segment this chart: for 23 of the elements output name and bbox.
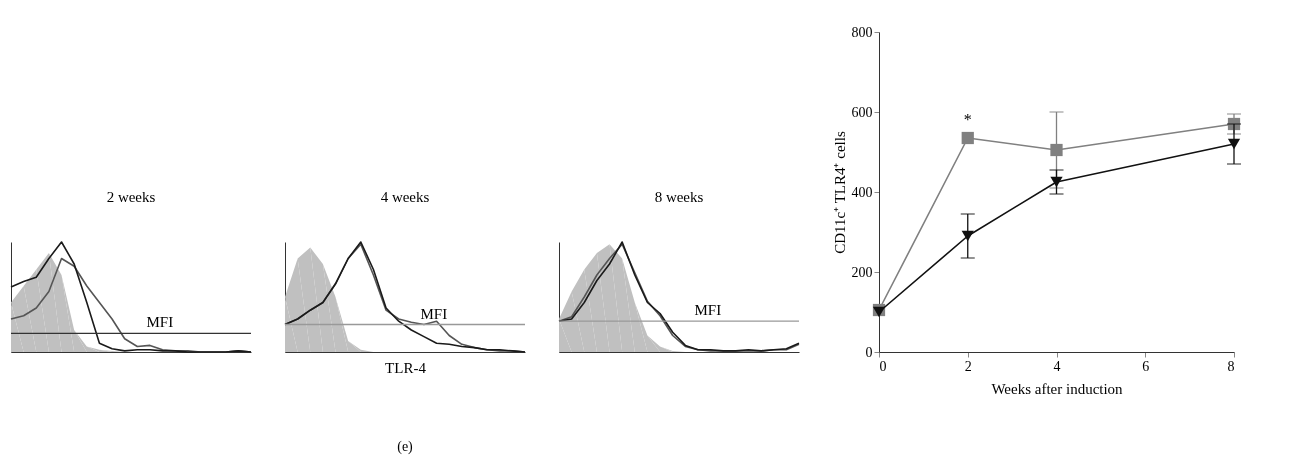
chart-title: 8 weeks bbox=[654, 189, 704, 205]
point bbox=[1050, 143, 1063, 157]
y-tick-label: 800 bbox=[851, 24, 873, 40]
x-axis-title: TLR-4 bbox=[385, 359, 427, 376]
x-axis-title: Weeks after induction bbox=[991, 380, 1124, 397]
annotation: * bbox=[963, 111, 972, 128]
point bbox=[961, 131, 974, 145]
ref-line-label: MFI bbox=[420, 305, 448, 322]
x-tick-label: 6 bbox=[1142, 358, 1150, 374]
text: (e) bbox=[397, 439, 414, 455]
y-tick-label: 200 bbox=[851, 264, 873, 280]
x-tick-label: 4 bbox=[1053, 358, 1061, 374]
x-tick-label: 8 bbox=[1227, 358, 1235, 374]
chart-title: 2 weeks bbox=[106, 189, 156, 205]
y-axis-title: CD11c⁺ TLR4⁺ cells bbox=[831, 131, 848, 254]
ref-line-label: MFI bbox=[694, 302, 722, 319]
x-tick-label: 2 bbox=[964, 358, 972, 374]
y-tick-label: 0 bbox=[865, 344, 873, 360]
y-tick-label: 400 bbox=[851, 184, 873, 200]
chart-title: 4 weeks bbox=[380, 189, 430, 205]
ref-line-label: MFI bbox=[146, 314, 174, 331]
y-tick-label: 600 bbox=[851, 104, 873, 120]
x-tick-label: 0 bbox=[879, 358, 887, 374]
